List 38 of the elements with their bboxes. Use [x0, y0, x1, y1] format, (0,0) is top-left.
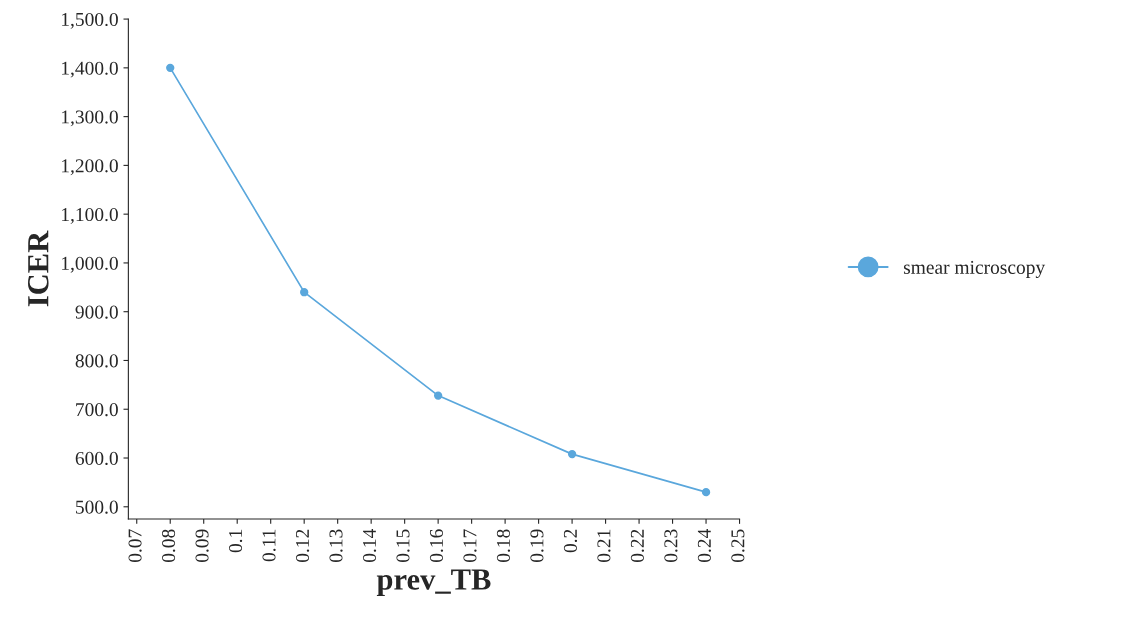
- x-tick-label: 0.16: [429, 529, 444, 562]
- y-tick-label: 500.0: [76, 500, 118, 514]
- point: [433, 391, 443, 400]
- x-tick-label: 0.19: [530, 529, 544, 562]
- x-tick-label: 0.15: [396, 529, 410, 562]
- x-tick-label: 0.08: [161, 529, 176, 562]
- x-tick-label: 0.23: [664, 529, 678, 562]
- x-tick-label: 0.11: [262, 529, 276, 562]
- point: [166, 63, 175, 73]
- x-tick-label: 0.09: [195, 529, 209, 562]
- x-tick-label: 0.18: [496, 529, 511, 562]
- y-tick-label: 600.0: [75, 451, 118, 466]
- x-tick-label: 0.22: [630, 529, 645, 562]
- x-tick-label: 0.07: [128, 529, 142, 562]
- point: [567, 449, 577, 459]
- point: [300, 288, 309, 297]
- x-tick-label: 0.2: [563, 529, 578, 553]
- x-tick-label: 0.24: [697, 529, 711, 562]
- x-tick-label: 0.1: [228, 529, 243, 553]
- y-tick-label: 1,100.0: [62, 207, 118, 224]
- point: [701, 487, 711, 497]
- y-tick-label: 1,400.0: [62, 61, 118, 78]
- x-tick-label: 0.25: [731, 529, 745, 562]
- x-tick-label: 0.12: [295, 529, 310, 562]
- x-tick-label: 0.14: [362, 529, 377, 562]
- y-tick-label: 1,300.0: [62, 110, 118, 127]
- y-tick-label: 1,200.0: [62, 159, 118, 176]
- y-tick-label: 1,000.0: [62, 256, 118, 273]
- x-tick-label: 0.21: [597, 529, 611, 562]
- y-tick-label: 900.0: [75, 305, 118, 319]
- y-axis-title: ICER: [28, 230, 49, 307]
- y-tick-label: 800.0: [75, 354, 118, 368]
- y-tick-label: 700.0: [76, 403, 118, 417]
- y-tick-label: 1,500.0: [62, 12, 118, 29]
- x-axis-title: prev_TB: [376, 569, 491, 596]
- x-tick-label: 0.17: [463, 529, 477, 562]
- x-tick-label: 0.13: [329, 529, 343, 562]
- legend-label: smear microscopy: [903, 260, 1046, 278]
